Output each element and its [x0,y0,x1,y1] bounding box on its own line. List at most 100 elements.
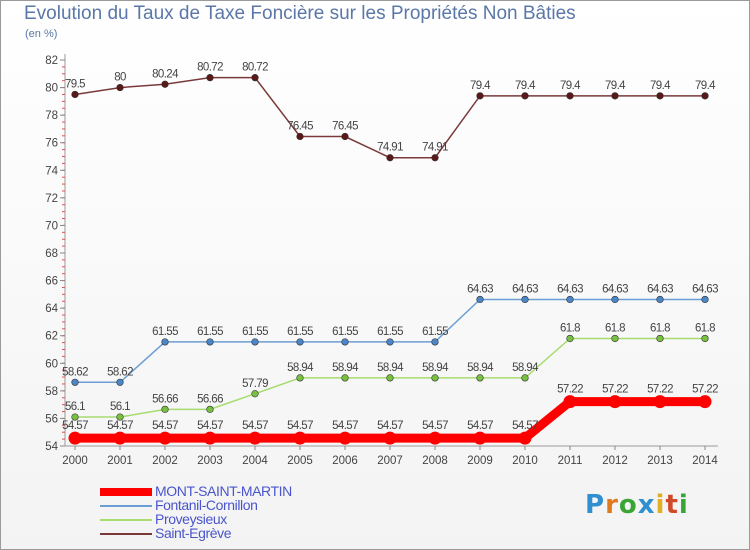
data-label: 54.57 [422,420,448,432]
data-point [338,431,352,445]
data-label: 80.24 [152,68,179,80]
data-label: 76.45 [287,121,313,133]
data-point [158,431,172,445]
data-label: 58.94 [422,362,449,374]
logo-letter: P [585,490,606,520]
data-point [431,374,439,382]
data-label: 79.4 [470,80,491,92]
data-point [251,74,259,82]
data-label: 79.4 [695,80,716,92]
data-point [116,83,124,92]
data-label: 58.94 [332,362,359,374]
data-label: 54.57 [242,420,268,432]
y-tick-label: 54 [45,441,58,453]
data-point [566,92,574,100]
data-point [71,90,79,99]
data-point [653,395,667,409]
data-point [161,338,169,346]
data-label: 79.4 [650,80,671,92]
data-label: 64.63 [647,283,673,295]
data-point [116,413,124,421]
data-point [431,338,439,346]
data-point [341,132,349,141]
data-label: 54.57 [377,420,403,432]
y-tick-label: 70 [45,220,58,232]
data-label: 76.45 [332,121,358,133]
data-label: 61.55 [377,326,403,338]
y-tick-label: 56 [45,413,58,425]
data-label: 79.4 [605,80,626,92]
data-point [611,334,619,343]
data-label: 57.79 [242,378,268,390]
y-tick-label: 62 [45,331,58,343]
data-label: 80.72 [242,62,268,74]
data-point [71,378,79,386]
data-label: 54.57 [62,420,88,432]
data-point [566,334,574,343]
data-point [113,431,127,445]
data-point [68,431,82,445]
data-label: 56.1 [65,401,85,413]
data-point [701,92,709,100]
data-point [386,338,394,346]
data-label: 58.94 [377,362,404,374]
legend-label: Proveysieux [155,511,227,527]
chart-unit-label: (en %) [25,28,58,40]
data-label: 74.91 [377,142,403,154]
data-label: 57.22 [557,384,583,396]
data-label: 54.57 [467,420,493,432]
data-point [296,338,304,346]
data-label: 58.94 [512,362,539,374]
data-label: 79.5 [65,78,85,90]
data-label: 54.57 [512,420,538,432]
y-tick-label: 82 [45,55,58,67]
data-point [656,334,664,343]
data-label: 56.1 [110,401,130,413]
data-label: 80 [114,72,126,84]
data-point [656,92,664,100]
legend-label: Fontanil-Cornillon [155,497,258,513]
x-tick-label: 2007 [377,455,403,467]
y-tick-label: 58 [45,386,58,398]
data-label: 61.55 [242,326,268,338]
x-tick-label: 2000 [62,455,88,467]
y-tick-label: 74 [45,165,58,177]
x-tick-label: 2006 [332,455,358,467]
data-point [251,338,259,346]
data-label: 54.57 [287,420,313,432]
data-label: 54.57 [332,420,358,432]
data-point [476,295,484,304]
data-point [698,395,712,409]
legend-swatch [100,505,152,507]
logo-letter: i [678,490,689,520]
data-point [161,405,169,413]
data-point [251,390,259,398]
data-label: 64.63 [467,283,493,295]
data-label: 57.22 [647,384,673,396]
data-point [296,374,304,382]
proxiti-logo: Proxiti [585,490,689,520]
x-tick-label: 2014 [692,455,718,467]
x-tick-label: 2008 [422,455,448,467]
logo-letter: t [665,490,679,520]
data-point [71,413,79,421]
data-point [206,405,214,413]
data-label: 64.63 [692,283,718,295]
data-point [293,431,307,445]
y-tick-label: 66 [45,276,58,288]
legend-label: Saint-Egrève [155,525,232,541]
data-point [701,334,709,343]
data-label: 61.8 [560,322,580,334]
x-tick-label: 2002 [152,455,178,467]
data-point [521,92,529,100]
data-point [341,374,349,382]
logo-letter: i [655,490,666,520]
legend-label: MONT-SAINT-MARTIN [155,483,292,499]
y-tick-label: 76 [45,138,58,150]
data-point [206,74,214,82]
data-point [206,338,214,346]
data-point [341,338,349,346]
data-point [248,431,262,445]
y-tick-label: 78 [45,110,58,122]
